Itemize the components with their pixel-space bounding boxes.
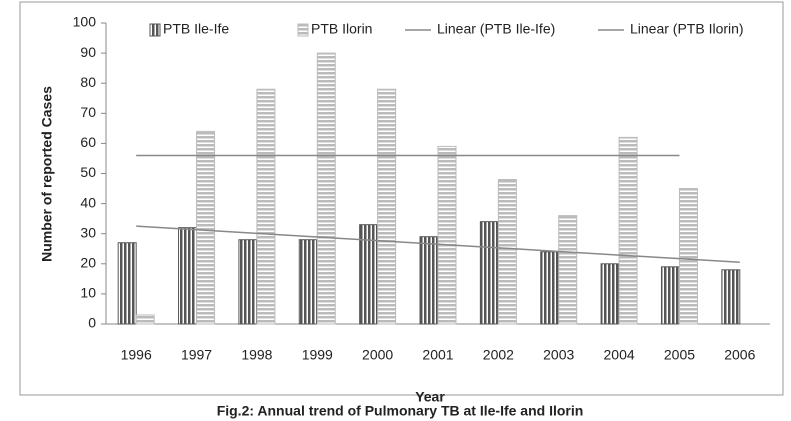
x-tick-label: 2003: [543, 347, 574, 363]
bar: [419, 236, 439, 325]
bar: [660, 266, 680, 325]
x-axis-label: Year: [415, 389, 445, 405]
y-tick-label: 0: [88, 315, 96, 331]
bar: [238, 239, 258, 325]
bar: [479, 221, 499, 325]
trend-line: [136, 225, 740, 264]
bar: [558, 215, 578, 325]
y-tick-label: 20: [80, 255, 96, 271]
y-tick-label: 80: [80, 74, 96, 90]
y-tick-label: 30: [80, 224, 96, 240]
y-tick-label: 10: [80, 285, 96, 301]
bar: [256, 88, 276, 325]
legend-swatch: [297, 23, 309, 37]
y-tick-label: 90: [80, 44, 96, 60]
x-tick-label: 1999: [302, 347, 333, 363]
x-tick-label: 2002: [483, 347, 514, 363]
bar: [540, 251, 560, 325]
legend-label: PTB Ilorin: [311, 21, 372, 37]
chart-title: Fig.2: Annual trend of Pulmonary TB at I…: [217, 403, 584, 419]
bar: [497, 179, 517, 325]
legend-label: PTB Ile-Ife: [163, 21, 229, 37]
chart-frame: [19, 1, 784, 396]
bar: [618, 136, 638, 325]
bar: [377, 88, 397, 325]
bar: [316, 52, 336, 325]
y-tick-label: 100: [73, 14, 97, 30]
y-tick-label: 70: [80, 104, 96, 120]
legend-label: Linear (PTB Ilorin): [630, 21, 744, 37]
x-tick-label: 2001: [422, 347, 453, 363]
bar: [678, 188, 698, 325]
bar: [178, 227, 198, 325]
bar: [721, 269, 741, 325]
x-tick-label: 1997: [181, 347, 212, 363]
legend-label: Linear (PTB Ile-Ife): [437, 21, 555, 37]
x-tick-label: 2005: [664, 347, 695, 363]
y-tick-label: 50: [80, 164, 96, 180]
y-tick-label: 60: [80, 134, 96, 150]
bar: [196, 130, 216, 325]
bar: [298, 239, 318, 325]
x-tick-label: 2006: [724, 347, 755, 363]
y-axis-label: Number of reported Cases: [39, 86, 55, 262]
bar: [600, 263, 620, 325]
bar: [117, 242, 137, 325]
x-tick-label: 1998: [241, 347, 272, 363]
bar: [437, 145, 457, 325]
x-tick-label: 2000: [362, 347, 393, 363]
bar: [135, 314, 155, 325]
x-tick-label: 2004: [604, 347, 635, 363]
y-tick-label: 40: [80, 194, 96, 210]
x-tick-label: 1996: [121, 347, 152, 363]
legend-swatch: [149, 23, 161, 37]
